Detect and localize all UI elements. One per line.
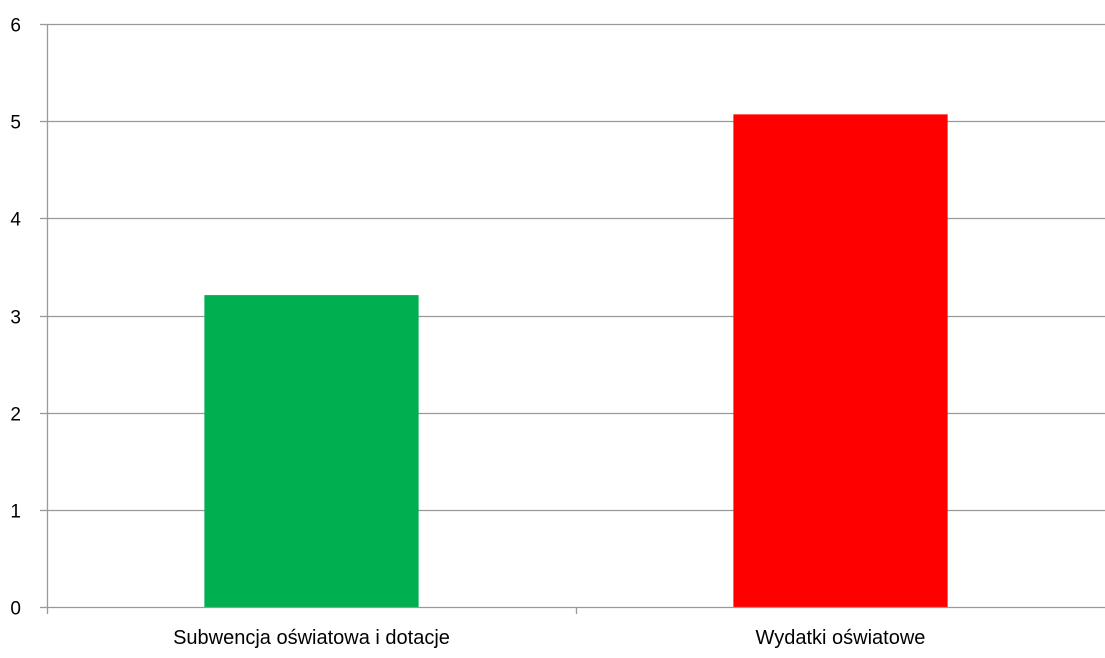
x-category-labels: Subwencja oświatowa i dotacje Wydatki ośw… bbox=[173, 627, 925, 649]
y-tick-labels: 0 1 2 3 4 5 6 bbox=[10, 16, 21, 620]
y-tick-label: 5 bbox=[10, 113, 21, 134]
y-tick-label: 3 bbox=[10, 308, 21, 329]
x-category-label: Wydatki oświatowe bbox=[756, 627, 926, 649]
y-tick-label: 6 bbox=[10, 16, 21, 37]
bar-1 bbox=[204, 295, 419, 607]
y-tick-label: 0 bbox=[10, 599, 21, 620]
y-tick-label: 2 bbox=[10, 405, 21, 426]
x-category-label: Subwencja oświatowa i dotacje bbox=[173, 627, 450, 649]
bar-2 bbox=[733, 114, 948, 608]
axes bbox=[40, 23, 1105, 614]
bars bbox=[204, 114, 948, 608]
y-tick-label: 4 bbox=[10, 210, 21, 231]
y-tick-label: 1 bbox=[10, 502, 21, 523]
